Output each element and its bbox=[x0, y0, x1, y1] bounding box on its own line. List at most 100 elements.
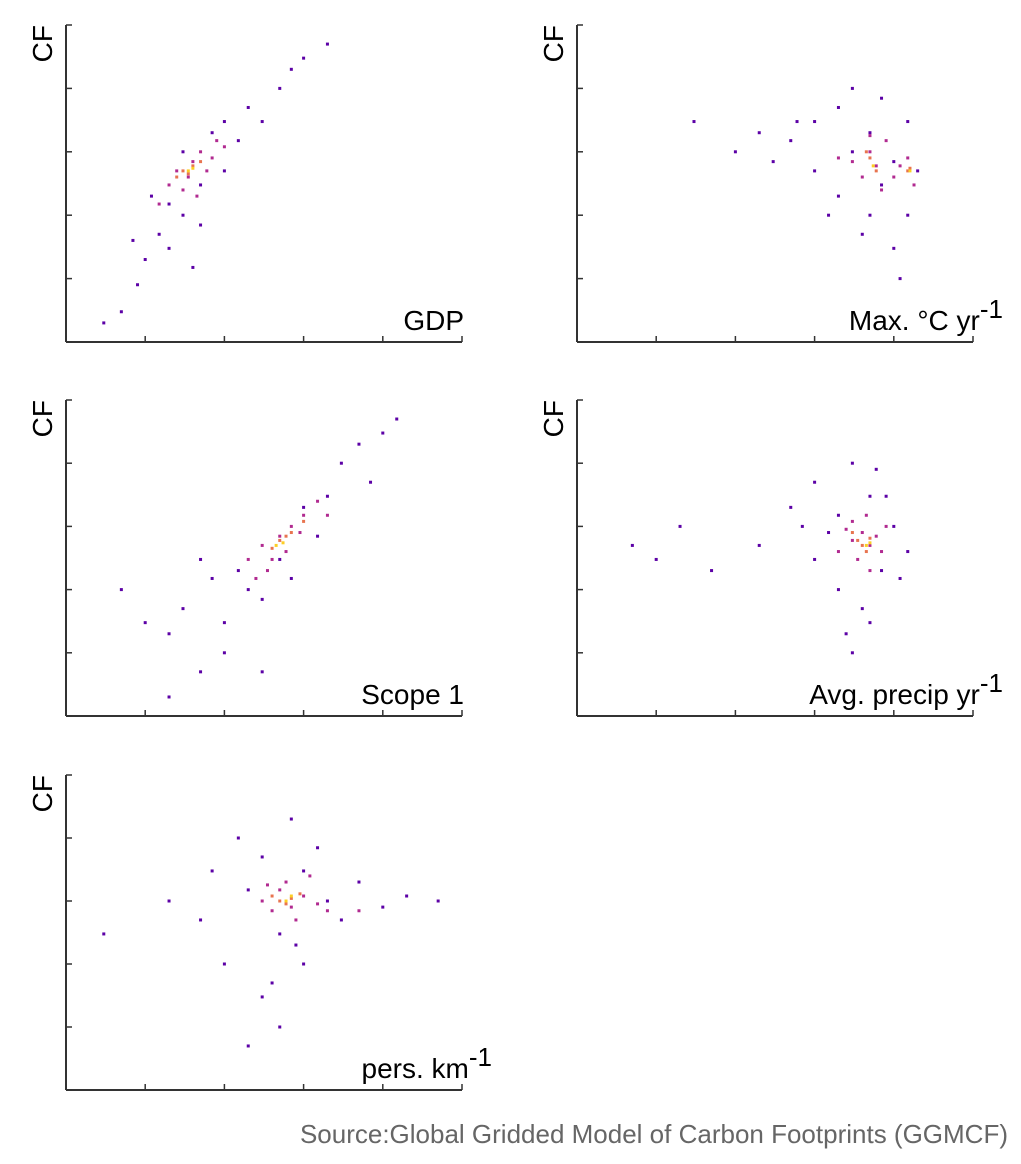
point bbox=[860, 543, 864, 547]
point bbox=[874, 164, 878, 168]
point bbox=[167, 183, 171, 187]
point bbox=[856, 538, 860, 542]
point bbox=[325, 909, 329, 913]
point bbox=[405, 894, 409, 898]
point bbox=[246, 888, 250, 892]
point bbox=[289, 894, 293, 898]
y-axis-label: CF bbox=[27, 25, 58, 62]
point bbox=[339, 918, 343, 922]
point bbox=[274, 543, 278, 547]
point bbox=[850, 150, 854, 154]
point bbox=[827, 213, 831, 217]
point bbox=[278, 932, 282, 936]
point bbox=[195, 194, 199, 198]
point bbox=[278, 899, 282, 903]
point bbox=[874, 467, 878, 471]
point bbox=[215, 139, 219, 143]
point bbox=[246, 1044, 250, 1048]
point bbox=[836, 513, 840, 517]
x-axis-label: pers. km-1 bbox=[362, 1042, 492, 1084]
point bbox=[260, 543, 264, 547]
point bbox=[880, 183, 884, 187]
panel: CF Scope 1 bbox=[27, 399, 464, 717]
point bbox=[906, 550, 910, 554]
point bbox=[210, 131, 214, 135]
x-axis-label: GDP bbox=[403, 305, 464, 336]
point bbox=[143, 621, 147, 625]
point bbox=[795, 120, 799, 124]
point bbox=[892, 175, 896, 179]
x-axis-label: Max. °C yr-1 bbox=[849, 294, 1003, 336]
point bbox=[278, 534, 282, 538]
point bbox=[789, 505, 793, 509]
x-axis-label-text: GDP bbox=[403, 305, 464, 336]
point bbox=[246, 588, 250, 592]
point bbox=[836, 550, 840, 554]
point bbox=[850, 461, 854, 465]
point bbox=[868, 543, 872, 547]
point bbox=[325, 494, 329, 498]
point bbox=[316, 846, 320, 850]
point bbox=[884, 524, 888, 528]
point bbox=[906, 120, 910, 124]
point bbox=[289, 905, 293, 909]
point bbox=[630, 543, 634, 547]
point bbox=[222, 621, 226, 625]
point bbox=[294, 918, 298, 922]
point bbox=[692, 120, 696, 124]
point bbox=[191, 164, 195, 168]
point bbox=[892, 160, 896, 164]
point bbox=[357, 880, 361, 884]
x-axis-label-superscript: -1 bbox=[980, 294, 1003, 324]
point bbox=[381, 905, 385, 909]
point bbox=[860, 531, 864, 535]
y-axis-label: CF bbox=[27, 400, 58, 437]
point bbox=[270, 909, 274, 913]
x-axis-label: Avg. precip yr-1 bbox=[809, 668, 1003, 710]
point bbox=[181, 213, 185, 217]
point bbox=[908, 169, 912, 173]
point bbox=[868, 541, 872, 545]
point bbox=[316, 499, 320, 503]
point bbox=[325, 899, 329, 903]
panel: CF pers. km-1 bbox=[27, 774, 492, 1091]
x-axis-label-text: Scope 1 bbox=[361, 679, 464, 710]
point bbox=[278, 1025, 282, 1029]
point bbox=[302, 513, 306, 517]
point bbox=[199, 160, 203, 164]
point bbox=[836, 105, 840, 109]
point bbox=[294, 943, 298, 947]
point bbox=[136, 283, 140, 287]
point bbox=[325, 42, 329, 46]
point bbox=[199, 183, 203, 187]
point bbox=[892, 524, 896, 528]
point bbox=[270, 894, 274, 898]
point bbox=[868, 536, 872, 540]
point bbox=[868, 569, 872, 573]
point bbox=[868, 131, 872, 135]
point bbox=[906, 156, 910, 160]
panel: CF GDP bbox=[27, 24, 464, 343]
point bbox=[844, 632, 848, 636]
point bbox=[289, 896, 293, 900]
point bbox=[898, 576, 902, 580]
point bbox=[270, 981, 274, 985]
point bbox=[678, 524, 682, 528]
point bbox=[119, 310, 123, 314]
point bbox=[199, 918, 203, 922]
point bbox=[260, 855, 264, 859]
panel: CF Avg. precip yr-1 bbox=[538, 399, 1003, 717]
point bbox=[281, 541, 285, 545]
point bbox=[260, 120, 264, 124]
point bbox=[284, 550, 288, 554]
point bbox=[260, 995, 264, 999]
point bbox=[302, 56, 306, 60]
point bbox=[186, 172, 190, 176]
point bbox=[175, 169, 179, 173]
point bbox=[181, 607, 185, 611]
y-axis-label: CF bbox=[538, 400, 569, 437]
point bbox=[836, 194, 840, 198]
point bbox=[284, 880, 288, 884]
x-axis-label-superscript: -1 bbox=[469, 1042, 492, 1072]
point bbox=[157, 232, 161, 236]
